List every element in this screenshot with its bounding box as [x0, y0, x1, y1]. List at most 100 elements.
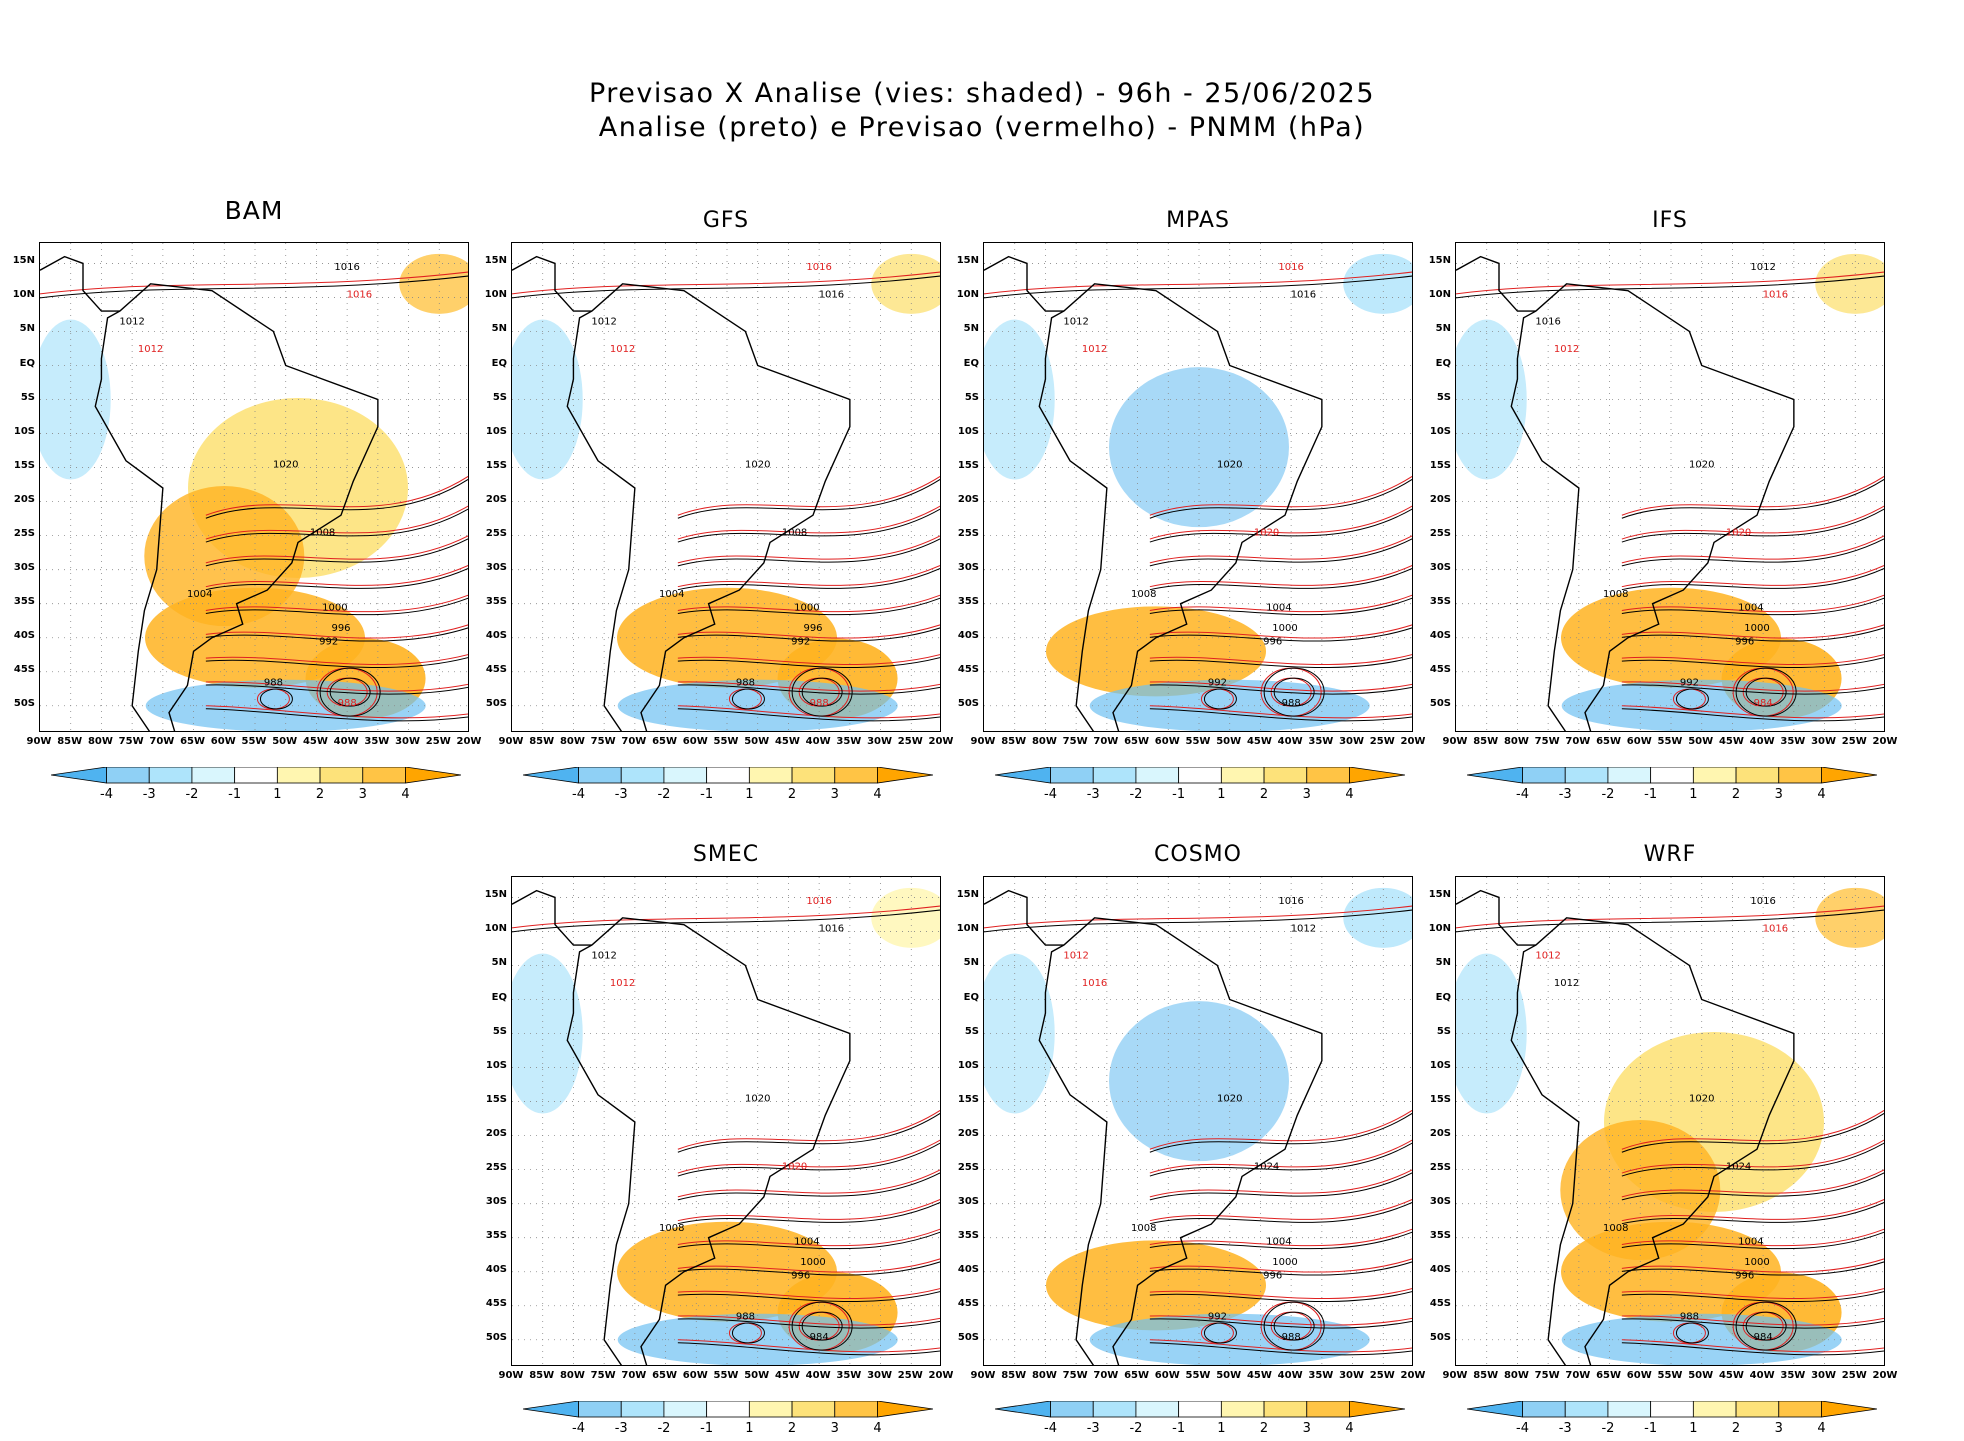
map-canvas: 1016 1016 1012 1012 1020 1020 1008 1004 1000 996 9… — [512, 877, 940, 1365]
isobar-line — [677, 705, 940, 719]
colorbar-triangle-left — [523, 1401, 579, 1418]
lat-tick-label: EQ — [1435, 357, 1451, 369]
isobar-label: 1004 — [794, 1237, 819, 1248]
colorbar-label: 1 — [745, 787, 754, 802]
isobar-label: 1020 — [745, 460, 770, 471]
isobar-line — [205, 508, 468, 543]
panel-title: COSMO — [1154, 842, 1242, 867]
colorbar-label: -3 — [1558, 1421, 1572, 1436]
colorbar-cell — [276, 767, 321, 784]
lon-tick-label: 20W — [1400, 1370, 1426, 1381]
lat-tick-label: 10N — [12, 289, 35, 301]
lon-tick-label: 85W — [1473, 736, 1499, 747]
isobar-line — [1149, 538, 1412, 567]
lon-tick-label: 20W — [1872, 736, 1898, 747]
isobar-label: 1016 — [806, 896, 831, 907]
bias-shading — [40, 253, 468, 731]
bias-shading — [1456, 253, 1884, 731]
isobar-label: 1016 — [819, 289, 844, 300]
lat-tick-label: 5N — [963, 323, 979, 335]
lon-tick-label: 70W — [149, 736, 175, 747]
isobar-label: 996 — [803, 623, 822, 634]
lon-tick-label: 40W — [333, 736, 359, 747]
isobar-line — [1149, 508, 1412, 543]
isobar-line — [205, 681, 468, 692]
isobar-line — [677, 538, 940, 567]
lat-tick-label: 25S — [13, 527, 35, 539]
colorbar-swatches — [523, 767, 933, 784]
isobar-label: 1024 — [1254, 1162, 1279, 1173]
colorbar-label: 2 — [1731, 787, 1741, 802]
isobar-label: 1016 — [1278, 262, 1303, 273]
isobar-line — [1621, 705, 1884, 719]
map-frame: 1016 1016 1012 1012 1020 1024 1008 1004 1000 996 9… — [1455, 876, 1885, 1366]
isobar-line — [1621, 1198, 1884, 1222]
lat-tick-label: 40S — [957, 629, 979, 641]
colorbar-cell — [191, 767, 236, 784]
isobar-label: 1016 — [1750, 896, 1775, 907]
lat-tick-label: 50S — [485, 697, 507, 709]
isobar-line — [1621, 654, 1884, 665]
isobar-line — [1149, 654, 1412, 665]
isobar-label: 984 — [1754, 698, 1773, 709]
lon-tick-label: 65W — [180, 736, 206, 747]
isobar-label: 992 — [791, 637, 810, 648]
colorbar-swatches — [995, 767, 1405, 784]
lon-tick-label: 50W — [1216, 736, 1242, 747]
isobars — [512, 905, 940, 1356]
isobar-line — [1149, 1139, 1412, 1174]
isobar-label: 1008 — [1603, 589, 1628, 600]
isobar-label: 1000 — [1744, 1257, 1769, 1268]
isobar-label: 1012 — [1063, 317, 1088, 328]
isobar-line — [512, 905, 940, 929]
lon-tick-label: 90W — [498, 1370, 524, 1381]
colorbar-cell — [1650, 767, 1694, 784]
isobar-line — [1149, 535, 1412, 564]
isobar-line — [205, 597, 468, 616]
isobar-label: 1016 — [819, 923, 844, 934]
lat-tick-label: EQ — [491, 991, 507, 1003]
isobar-label: 1000 — [794, 603, 819, 614]
isobar-line — [677, 1198, 940, 1222]
lon-tick-label: 40W — [1277, 736, 1303, 747]
colorbar-label: 3 — [830, 1421, 839, 1436]
colorbar-label: -1 — [228, 787, 242, 802]
lon-tick-label: 50W — [1688, 1370, 1714, 1381]
lon-tick-label: 60W — [1154, 1370, 1180, 1381]
bias-blob — [984, 319, 1055, 480]
lon-tick-label: 50W — [1216, 1370, 1242, 1381]
lon-tick-label: 35W — [1308, 1370, 1334, 1381]
lat-tick-label: 20S — [13, 493, 35, 505]
isobar-label: 988 — [736, 1311, 755, 1322]
map-frame: 1016 1016 1012 1012 1020 1008 1004 1000 996 992 98… — [511, 242, 941, 732]
colorbar: -4 -3 -2 -1 1 2 3 4 — [995, 767, 1405, 807]
isobar-line — [677, 475, 940, 516]
isobar-line — [1621, 684, 1884, 695]
colorbar: -4 -3 -2 -1 1 2 3 4 — [523, 1401, 933, 1441]
isobar-label: 1020 — [1689, 1094, 1714, 1105]
bias-blob — [512, 953, 583, 1114]
isobar-label: 1016 — [806, 262, 831, 273]
isobar-line — [1621, 627, 1884, 642]
colorbar-label: -4 — [1044, 1421, 1057, 1436]
lon-tick-label: 70W — [621, 736, 647, 747]
lat-tick-label: 35S — [13, 595, 35, 607]
colorbar-swatches — [523, 1401, 933, 1418]
colorbar-label: -4 — [100, 787, 113, 802]
isobar-label: 988 — [1282, 1332, 1301, 1343]
lon-tick-label: 70W — [1093, 1370, 1119, 1381]
isobar-label: 1012 — [119, 317, 144, 328]
colorbar-label: 2 — [787, 787, 797, 802]
isobar-line — [984, 271, 1412, 295]
lat-tick-label: 10N — [1428, 923, 1451, 935]
colorbar-cell — [1650, 1401, 1694, 1418]
lon-tick-label: 50W — [744, 1370, 770, 1381]
isobar-label: 1008 — [659, 1223, 684, 1234]
colorbar-label: 1 — [1689, 787, 1698, 802]
isobar-line — [1621, 1291, 1884, 1302]
lat-tick-label: 15N — [956, 255, 979, 267]
lat-tick-label: 20S — [485, 493, 507, 505]
colorbar-cell — [234, 767, 278, 784]
coastline — [1456, 255, 1795, 731]
isobar-line — [1621, 657, 1884, 668]
